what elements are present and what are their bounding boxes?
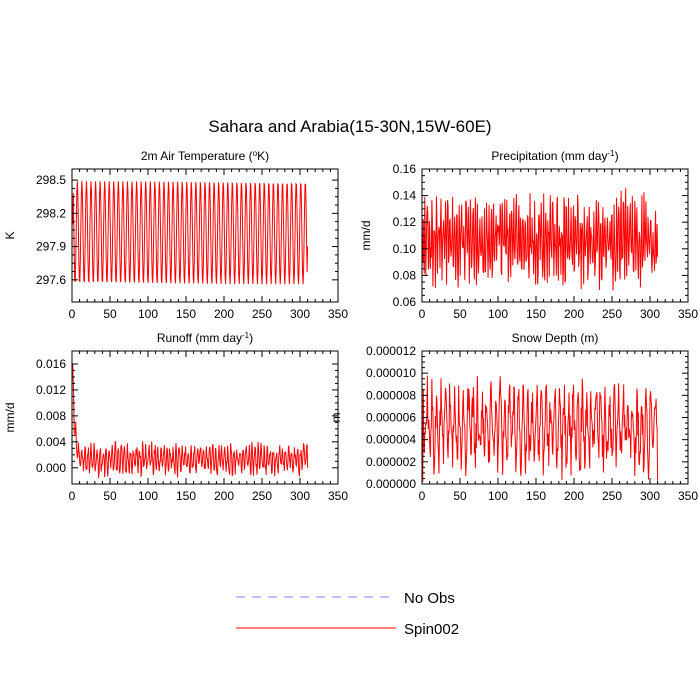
x-tick-label: 300 <box>640 307 660 321</box>
y-tick-label: 0.000004 <box>366 433 416 447</box>
panel-snow-depth: Snow Depth (m) m 0 50 100 150 200 250 300 350 0.00… <box>329 331 698 503</box>
panel-title: 2m Air Temperature (oK) <box>141 149 269 164</box>
y-tick-label: 298.2 <box>36 206 66 220</box>
x-tick-label: 300 <box>640 489 660 503</box>
y-axis-label: m <box>329 413 343 423</box>
x-tick-label: 100 <box>488 307 508 321</box>
x-tick-label: 0 <box>69 489 76 503</box>
x-tick-label: 200 <box>564 489 584 503</box>
y-tick-label: 297.9 <box>36 240 66 254</box>
x-tick-label: 350 <box>678 489 698 503</box>
panel-runoff: Runoff (mm day-1) mm/d 0 50 100 150 200 250 300 3… <box>3 331 348 504</box>
x-tick-label: 300 <box>290 307 310 321</box>
y-tick-label: 0.10 <box>393 242 417 256</box>
series-line-spin002 <box>422 188 659 291</box>
x-tick-label: 200 <box>564 307 584 321</box>
x-tick-label: 150 <box>526 489 546 503</box>
x-tick-label: 350 <box>328 307 348 321</box>
x-tick-label: 350 <box>328 489 348 503</box>
x-tick-label: 350 <box>678 307 698 321</box>
y-tick-label: 0.000002 <box>366 455 416 469</box>
x-tick-label: 150 <box>176 489 196 503</box>
y-axis-label: K <box>3 231 17 239</box>
x-tick-label: 150 <box>176 307 196 321</box>
x-tick-label: 250 <box>602 307 622 321</box>
y-tick-label: 0.000 <box>36 461 66 475</box>
panel-title: Snow Depth (m) <box>512 331 599 345</box>
x-tick-label: 50 <box>103 307 117 321</box>
legend-label-no-obs: No Obs <box>404 590 455 607</box>
y-axis-label: mm/d <box>359 221 373 251</box>
x-tick-label: 200 <box>214 489 234 503</box>
legend: No Obs Spin002 <box>236 590 459 638</box>
x-tick-label: 250 <box>252 489 272 503</box>
x-tick-label: 0 <box>419 307 426 321</box>
y-tick-label: 0.06 <box>393 295 417 309</box>
x-tick-label: 100 <box>138 307 158 321</box>
y-tick-label: 0.08 <box>393 268 417 282</box>
legend-label-spin002: Spin002 <box>404 621 459 638</box>
series-line-spin002 <box>72 181 309 285</box>
panel-title: Precipitation (mm day-1) <box>491 149 618 164</box>
x-tick-label: 250 <box>252 307 272 321</box>
x-tick-label: 50 <box>453 489 467 503</box>
y-tick-label: 0.016 <box>36 357 66 371</box>
x-tick-label: 0 <box>419 489 426 503</box>
y-tick-label: 298.5 <box>36 173 66 187</box>
y-tick-label: 0.14 <box>393 189 417 203</box>
series-line-spin002 <box>422 375 659 482</box>
x-tick-label: 100 <box>138 489 158 503</box>
x-tick-label: 150 <box>526 307 546 321</box>
y-tick-label: 0.000000 <box>366 477 416 491</box>
x-tick-label: 200 <box>214 307 234 321</box>
x-tick-label: 300 <box>290 489 310 503</box>
y-tick-label: 0.000006 <box>366 411 416 425</box>
y-tick-label: 0.16 <box>393 162 417 176</box>
x-tick-label: 0 <box>69 307 76 321</box>
y-tick-label: 0.000010 <box>366 366 416 380</box>
y-tick-label: 0.12 <box>393 215 417 229</box>
y-tick-label: 0.000012 <box>366 344 416 358</box>
panel-air-temperature: 2m Air Temperature (oK) K 0 50 100 150 200 250 3… <box>3 149 348 322</box>
x-tick-label: 100 <box>488 489 508 503</box>
y-tick-label: 0.008 <box>36 409 66 423</box>
y-tick-label: 297.6 <box>36 273 66 287</box>
y-tick-label: 0.012 <box>36 383 66 397</box>
series-line-spin002 <box>72 363 309 479</box>
plot-frame <box>71 350 339 485</box>
panel-precipitation: Precipitation (mm day-1) mm/d 0 50 100 150 200… <box>359 149 698 322</box>
y-axis-label: mm/d <box>3 403 17 433</box>
y-tick-label: 0.004 <box>36 435 66 449</box>
panel-title: Runoff (mm day-1) <box>157 331 253 346</box>
plot-frame <box>71 168 339 303</box>
y-tick-label: 0.000008 <box>366 388 416 402</box>
figure-title: Sahara and Arabia(15-30N,15W-60E) <box>208 117 491 136</box>
x-tick-label: 50 <box>103 489 117 503</box>
x-tick-label: 50 <box>453 307 467 321</box>
x-tick-label: 250 <box>602 489 622 503</box>
